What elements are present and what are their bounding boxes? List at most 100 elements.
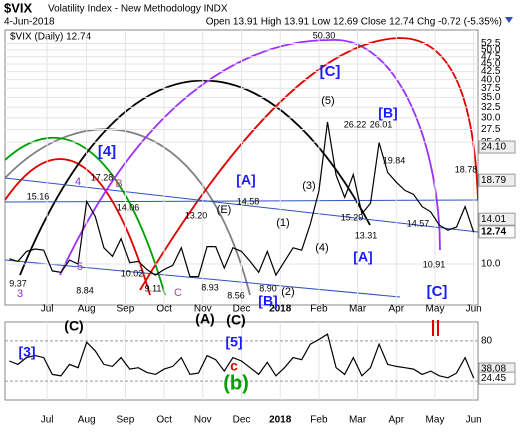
legend: $VIX (Daily) 12.74	[10, 32, 92, 43]
price-box	[478, 225, 516, 239]
x-tick-label: 2018	[269, 415, 292, 426]
price-line	[9, 121, 475, 278]
x-tick-label: Feb	[310, 304, 328, 315]
annotation: 17.28	[91, 172, 114, 182]
x-tick-label: Sep	[117, 304, 135, 315]
y-tick-label: 30.0	[481, 113, 501, 124]
annotation: [C]	[320, 63, 341, 80]
annotation: 8.84	[76, 285, 94, 295]
annotation: (1)	[276, 217, 289, 229]
x-tick-label: Apr	[389, 415, 405, 426]
annotation: 15.16	[27, 191, 50, 201]
y-tick-label: 35.0	[481, 92, 501, 103]
y-tick-label: 52.5	[481, 38, 501, 49]
annotation: C	[174, 287, 182, 299]
y-tick-label: 10.0	[481, 259, 501, 270]
price-line	[9, 333, 475, 379]
y-tick-label: 42.5	[481, 66, 501, 77]
x-tick-label: Aug	[78, 304, 96, 315]
annotation: 15.29	[341, 212, 364, 222]
annotation: [5]	[225, 334, 242, 350]
x-tick-label: Nov	[194, 415, 212, 426]
x-tick-label: May	[426, 304, 445, 315]
x-tick-label: Mar	[349, 304, 367, 315]
price-label: 38.08	[481, 364, 506, 375]
annotation: 50.30	[313, 30, 336, 40]
x-tick-label: Aug	[78, 415, 96, 426]
y-tick-label: 32.5	[481, 102, 501, 113]
annotation: B	[115, 178, 122, 190]
y-tick-label: 37.5	[481, 83, 501, 94]
annotation: (E)	[217, 204, 232, 216]
x-tick-label: Dec	[233, 415, 251, 426]
x-tick-label: Nov	[194, 304, 212, 315]
x-tick-label: 2018	[269, 304, 292, 315]
annotation: c	[230, 358, 238, 374]
arc	[5, 158, 151, 296]
arc	[139, 37, 478, 291]
annotation: (4)	[315, 242, 328, 254]
date: 4-Jun-2018	[4, 17, 55, 28]
x-tick-label: May	[426, 415, 445, 426]
x-tick-label: Apr	[389, 304, 405, 315]
quote: Open 13.91 High 13.91 Low 12.69 Close 12…	[206, 17, 502, 28]
price-box	[478, 371, 516, 385]
annotation: 9.37	[9, 278, 27, 288]
symbol: $VIX	[4, 0, 33, 15]
annotation: 10.91	[423, 259, 446, 269]
price-label: 18.79	[481, 175, 506, 186]
annotation: 26.22	[344, 119, 367, 129]
annotation: 8.93	[201, 282, 219, 292]
annotation: 5	[77, 261, 83, 273]
arc	[5, 128, 251, 296]
annotation: 19.84	[383, 155, 406, 165]
annotation: 8.56	[227, 290, 245, 300]
price-label: 14.01	[481, 214, 506, 225]
annotation: (5)	[321, 95, 334, 107]
x-tick-label: Oct	[156, 415, 172, 426]
price-label: 24.10	[481, 142, 506, 153]
annotation: 13.31	[355, 230, 378, 240]
annotation: 13.20	[185, 210, 208, 220]
price-label: 12.74	[481, 226, 506, 237]
y-tick-label: 45.0	[481, 59, 501, 70]
annotation: [A]	[236, 172, 255, 188]
annotation: [C]	[427, 283, 448, 300]
annotation: 3	[17, 288, 23, 300]
price-box	[478, 212, 516, 226]
y-tick-label: 50.0	[481, 45, 501, 56]
x-tick-label: Jul	[41, 304, 54, 315]
y-tick-label: 47.5	[481, 51, 501, 62]
annotation: [A]	[353, 249, 372, 265]
y-tick-label: 40.0	[481, 74, 501, 85]
annotation: (A)	[195, 311, 214, 327]
ii-mark	[432, 320, 439, 336]
annotation: 4	[75, 176, 81, 188]
price-label: 24.45	[481, 373, 506, 384]
arc	[59, 39, 441, 276]
index-name: Volatility Index - New Methodology INDX	[48, 4, 228, 15]
annotation: (3)	[302, 180, 315, 192]
price-box	[478, 173, 516, 187]
y-tick-label: 27.5	[481, 124, 501, 135]
annotation: 10.02	[121, 268, 144, 278]
annotation: 14.57	[407, 218, 430, 228]
annotation: (b)	[223, 372, 249, 394]
x-tick-label: Sep	[117, 415, 135, 426]
annotation: [B]	[258, 293, 277, 309]
annotation: 9.11	[145, 283, 162, 293]
menu-icon	[505, 17, 513, 23]
annotation: [B]	[378, 105, 397, 121]
x-tick-label: Jun	[466, 304, 482, 315]
price-box	[478, 140, 516, 154]
x-tick-label: Jul	[41, 415, 54, 426]
x-tick-label: Jun	[466, 415, 482, 426]
annotation: 14.06	[117, 202, 140, 212]
x-tick-label: Dec	[233, 304, 251, 315]
arcs	[5, 37, 478, 298]
x-tick-label: Mar	[349, 415, 367, 426]
annotation: (2)	[281, 286, 294, 298]
annotation: 14.58	[237, 196, 260, 206]
arc	[19, 79, 371, 276]
